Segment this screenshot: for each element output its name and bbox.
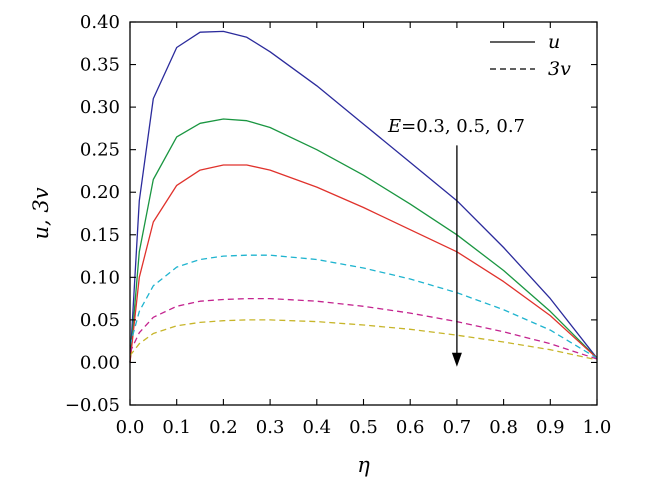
- x-tick-label: 0.4: [302, 417, 331, 438]
- x-axis-label: η: [357, 453, 370, 477]
- y-tick-label: 0.30: [80, 97, 120, 118]
- legend: u 3v: [490, 31, 571, 80]
- y-axis-label: u, 3v: [29, 187, 53, 239]
- annotation-text: E=0.3, 0.5, 0.7: [387, 116, 525, 137]
- y-tick-label: 0.25: [80, 140, 120, 161]
- plot-frame: [129, 21, 598, 406]
- annotation-values: =0.3, 0.5, 0.7: [401, 116, 525, 137]
- y-tick-label: 0.35: [80, 55, 120, 76]
- y-tick-label: 0.00: [80, 352, 120, 373]
- series-line-3-solid: [129, 164, 598, 363]
- x-tick-label: 0.2: [209, 417, 238, 438]
- x-tick-label: 0.9: [536, 417, 565, 438]
- x-tick-label: 0.5: [349, 417, 378, 438]
- legend-label-3v: 3v: [548, 58, 571, 80]
- x-tick-label: 0.8: [489, 417, 518, 438]
- legend-label-u: u: [548, 31, 560, 53]
- y-tick-label: 0.20: [80, 182, 120, 203]
- x-tick-label: 0.3: [256, 417, 285, 438]
- series-line-2-solid: [129, 118, 598, 363]
- series-line-5-dashed: [129, 297, 598, 360]
- annotation-arrowhead: [451, 352, 462, 367]
- annotation-variable: E: [387, 116, 401, 137]
- y-tick-label: 0.10: [80, 267, 120, 288]
- y-tick-label: 0.15: [80, 225, 120, 246]
- series-line-6-dashed: [129, 319, 598, 361]
- x-tick-label: 0.1: [162, 417, 191, 438]
- x-tick-label: 0.6: [396, 417, 425, 438]
- series-line-1-solid: [129, 30, 598, 363]
- tick-layer: 0.0 0.1 0.2 0.3 0.4 0.5 0.6 0.7 0.8 0.9 1.0 −0.05 0.…: [65, 12, 611, 438]
- x-tick-label: 0.0: [116, 417, 145, 438]
- x-tick-label: 0.7: [443, 417, 472, 438]
- annotation: E=0.3, 0.5, 0.7: [387, 116, 525, 367]
- series-line-4-dashed: [129, 254, 598, 359]
- y-tick-label: −0.05: [65, 395, 120, 416]
- y-tick-label: 0.40: [80, 12, 120, 33]
- y-tick-label: 0.05: [80, 310, 120, 331]
- series-layer: [129, 30, 598, 363]
- x-tick-label: 1.0: [583, 417, 612, 438]
